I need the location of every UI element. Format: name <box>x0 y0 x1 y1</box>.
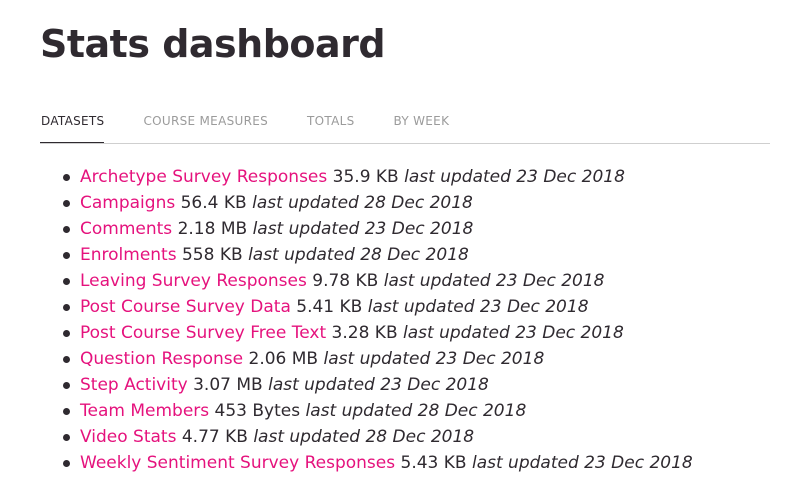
dataset-updated: last updated 23 Dec 2018 <box>252 219 474 239</box>
dataset-link[interactable]: Video Stats <box>80 427 177 447</box>
dataset-size: 9.78 KB <box>312 271 379 291</box>
dataset-updated: last updated 28 Dec 2018 <box>305 401 527 421</box>
list-item: Campaigns 56.4 KB last updated 28 Dec 20… <box>63 190 693 216</box>
dataset-link[interactable]: Question Response <box>80 349 244 369</box>
list-item: Archetype Survey Responses 35.9 KB last … <box>63 164 693 190</box>
dataset-size: 56.4 KB <box>180 193 247 213</box>
dataset-size: 2.18 MB <box>177 219 248 239</box>
dataset-link[interactable]: Archetype Survey Responses <box>80 167 328 187</box>
dataset-link[interactable]: Enrolments <box>80 245 177 265</box>
dataset-updated: last updated 23 Dec 2018 <box>404 167 625 187</box>
list-item: Post Course Survey Free Text 3.28 KB las… <box>63 320 693 346</box>
list-item: Video Stats 4.77 KB last updated 28 Dec … <box>63 424 693 450</box>
list-item: Leaving Survey Responses 9.78 KB last up… <box>63 268 693 294</box>
dataset-link[interactable]: Team Members <box>80 401 210 421</box>
dataset-link[interactable]: Weekly Sentiment Survey Responses <box>80 453 396 473</box>
dataset-size: 453 Bytes <box>214 401 301 421</box>
dataset-size: 35.9 KB <box>332 167 399 187</box>
list-item: Question Response 2.06 MB last updated 2… <box>63 346 693 372</box>
list-item: Post Course Survey Data 5.41 KB last upd… <box>63 294 693 320</box>
dataset-updated: last updated 23 Dec 2018 <box>268 375 489 395</box>
dataset-size: 3.28 KB <box>331 323 398 343</box>
dataset-updated: last updated 28 Dec 2018 <box>252 193 473 213</box>
dataset-updated: last updated 23 Dec 2018 <box>471 453 693 473</box>
tab-datasets[interactable]: DATASETS <box>40 112 105 143</box>
dataset-updated: last updated 23 Dec 2018 <box>383 271 605 291</box>
dataset-size: 5.43 KB <box>400 453 467 473</box>
tab-totals[interactable]: TOTALS <box>307 114 355 128</box>
tab-bar: DATASETS COURSE MEASURES TOTALS BY WEEK <box>40 112 770 144</box>
dataset-size: 5.41 KB <box>296 297 363 317</box>
tab-by-week[interactable]: BY WEEK <box>393 114 450 128</box>
dataset-updated: last updated 23 Dec 2018 <box>403 323 624 343</box>
dataset-size: 3.07 MB <box>193 375 263 395</box>
tab-course-measures[interactable]: COURSE MEASURES <box>143 114 269 128</box>
dataset-list: Archetype Survey Responses 35.9 KB last … <box>63 164 693 476</box>
dataset-link[interactable]: Post Course Survey Free Text <box>80 323 327 343</box>
dataset-size: 2.06 MB <box>248 349 319 369</box>
dataset-updated: last updated 28 Dec 2018 <box>248 245 469 265</box>
page-title: Stats dashboard <box>40 22 386 66</box>
dataset-updated: last updated 23 Dec 2018 <box>367 297 589 317</box>
dataset-link[interactable]: Campaigns <box>80 193 176 213</box>
list-item: Comments 2.18 MB last updated 23 Dec 201… <box>63 216 693 242</box>
dataset-updated: last updated 28 Dec 2018 <box>253 427 475 447</box>
dataset-size: 558 KB <box>181 245 243 265</box>
list-item: Enrolments 558 KB last updated 28 Dec 20… <box>63 242 693 268</box>
dataset-link[interactable]: Leaving Survey Responses <box>80 271 307 291</box>
list-item: Step Activity 3.07 MB last updated 23 De… <box>63 372 693 398</box>
dataset-link[interactable]: Comments <box>80 219 173 239</box>
list-item: Team Members 453 Bytes last updated 28 D… <box>63 398 693 424</box>
dataset-updated: last updated 23 Dec 2018 <box>323 349 545 369</box>
dataset-link[interactable]: Post Course Survey Data <box>80 297 291 317</box>
list-item: Weekly Sentiment Survey Responses 5.43 K… <box>63 450 693 476</box>
dataset-size: 4.77 KB <box>181 427 248 447</box>
dataset-link[interactable]: Step Activity <box>80 375 188 395</box>
